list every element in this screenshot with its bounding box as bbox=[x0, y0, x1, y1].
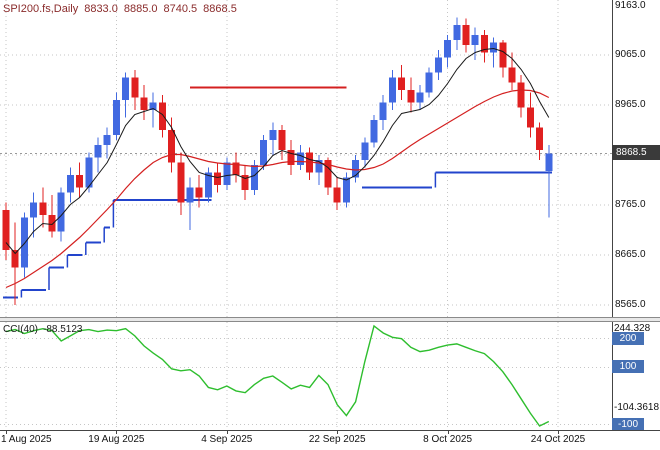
price-axis-label: 8665.0 bbox=[615, 249, 646, 260]
time-axis-label: 19 Aug 2025 bbox=[88, 434, 145, 445]
cci-level-badge: 100 bbox=[612, 360, 644, 374]
time-axis-tick bbox=[116, 431, 118, 434]
low-value: 8740.5 bbox=[163, 3, 198, 15]
price-axis-separator bbox=[612, 0, 613, 430]
indicator-label: CCI(40) -88.5123 bbox=[3, 324, 88, 335]
time-axis-tick bbox=[6, 431, 7, 434]
high-value: 8885.0 bbox=[123, 3, 158, 15]
cci-min-label: -104.3618 bbox=[614, 402, 660, 413]
cci-axis[interactable]: 244.328 -104.3618 200 100 -100 bbox=[612, 322, 660, 442]
indicator-name: CCI(40) bbox=[3, 324, 39, 335]
time-axis-label: 8 Oct 2025 bbox=[423, 434, 473, 445]
cci-max-label: 244.328 bbox=[614, 323, 651, 334]
price-axis-label: 9163.0 bbox=[615, 0, 646, 11]
time-axis-tick bbox=[558, 431, 559, 434]
cci-level-badge: -100 bbox=[612, 417, 644, 431]
time-axis[interactable]: 1 Aug 2025 19 Aug 2025 4 Sep 2025 22 Sep 20… bbox=[0, 431, 660, 450]
indicator-current-value: -88.5123 bbox=[43, 324, 83, 335]
time-axis-label: 4 Sep 2025 bbox=[201, 434, 253, 445]
cci-level-badge: 200 bbox=[612, 331, 644, 345]
time-axis-tick bbox=[226, 431, 228, 434]
price-axis-label: 9065.0 bbox=[615, 49, 646, 60]
symbol-timeframe-label: SPI200.fs,Daily bbox=[3, 3, 79, 15]
time-axis-label: 1 Aug 2025 bbox=[1, 434, 52, 445]
time-axis-separator bbox=[0, 430, 660, 431]
panel-divider[interactable] bbox=[0, 317, 660, 322]
price-axis-label: 8565.0 bbox=[615, 299, 646, 310]
close-value: 8868.5 bbox=[203, 3, 237, 15]
price-chart-canvas[interactable] bbox=[0, 0, 612, 317]
price-axis-label: 8965.0 bbox=[615, 99, 646, 110]
ohlc-header: SPI200.fs,Daily 8833.0 8885.0 8740.5 8868.5 bbox=[3, 3, 243, 15]
time-axis-tick bbox=[337, 431, 339, 434]
time-axis-tick bbox=[447, 431, 449, 434]
price-axis[interactable]: 9163.0 9065.0 8965.0 8765.0 8665.0 8565.0 bbox=[613, 0, 660, 317]
cci-indicator-canvas[interactable] bbox=[0, 322, 612, 430]
price-axis-label: 8765.0 bbox=[615, 199, 646, 210]
open-value: 8833.0 bbox=[84, 3, 118, 15]
current-price-badge: 8868.5 bbox=[612, 145, 660, 161]
time-axis-label: 22 Sep 2025 bbox=[308, 434, 366, 445]
time-axis-label: 24 Oct 2025 bbox=[530, 434, 586, 445]
